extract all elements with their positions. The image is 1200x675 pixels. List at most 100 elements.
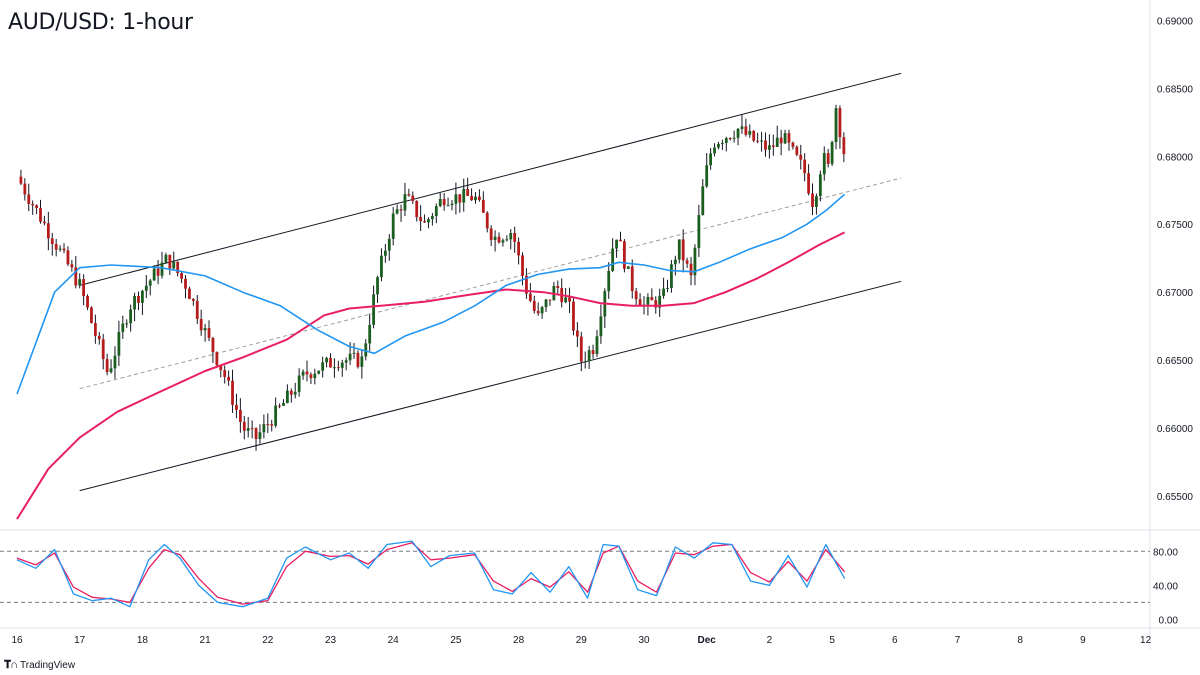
candle — [313, 368, 317, 385]
candle — [188, 286, 191, 300]
candle-body — [395, 209, 399, 214]
price-tick-label: 0.65500 — [1157, 492, 1194, 503]
candle — [513, 226, 517, 253]
candle — [818, 170, 822, 202]
candle-body — [744, 126, 748, 135]
candle-body — [779, 137, 783, 144]
candle-body — [623, 241, 626, 269]
candle — [646, 293, 650, 316]
candle — [368, 313, 372, 351]
candle — [129, 304, 133, 332]
candle-body — [270, 424, 274, 426]
candle-body — [23, 183, 27, 195]
candle-body — [579, 336, 583, 362]
candle-body — [450, 203, 454, 206]
candle — [666, 279, 669, 293]
candle-body — [184, 278, 187, 289]
candle-body — [713, 147, 716, 154]
candle — [779, 129, 783, 156]
candle-body — [78, 279, 82, 286]
candle-body — [438, 198, 442, 207]
candle-body — [50, 238, 54, 245]
candle-body — [626, 266, 630, 269]
candle — [282, 399, 285, 407]
candle-body — [282, 402, 285, 406]
candle — [607, 262, 611, 299]
candle-body — [834, 108, 838, 143]
candle-body — [31, 203, 35, 206]
candle — [532, 295, 536, 314]
candle — [399, 204, 403, 222]
candle — [756, 132, 760, 144]
candle-body — [736, 128, 740, 138]
candle-body — [466, 188, 470, 196]
time-tick-label: 28 — [513, 635, 525, 646]
candle-body — [117, 332, 121, 356]
candle — [685, 257, 689, 268]
candle-body — [599, 316, 603, 337]
candle — [603, 288, 607, 329]
candle-body — [66, 250, 70, 265]
candle-body — [305, 371, 309, 375]
candle — [289, 388, 293, 403]
candle-body — [783, 133, 787, 144]
candle — [274, 397, 278, 428]
candle-body — [583, 361, 587, 363]
candle — [325, 356, 328, 368]
candle-body — [387, 238, 391, 251]
candle-body — [113, 355, 117, 369]
candle — [791, 141, 795, 150]
candle-body — [666, 287, 669, 289]
time-tick-label: 29 — [576, 635, 588, 646]
candle-body — [615, 239, 618, 249]
candle-body — [619, 239, 622, 242]
candle-body — [681, 239, 685, 261]
candle-body — [646, 297, 650, 305]
candle-body — [532, 300, 536, 311]
candle — [501, 238, 505, 247]
candle — [231, 369, 234, 413]
candle-body — [740, 126, 744, 129]
candle-body — [35, 205, 38, 209]
candle-body — [485, 212, 489, 229]
candle — [293, 382, 297, 399]
candle — [795, 145, 799, 157]
osc-tick-label: 0.00 — [1159, 615, 1179, 626]
candle — [579, 331, 583, 372]
candle — [70, 259, 74, 272]
candle-body — [238, 409, 242, 422]
candle-body — [195, 300, 199, 319]
candle — [434, 203, 438, 224]
candle — [615, 239, 618, 258]
candle — [489, 225, 493, 247]
candle — [203, 323, 207, 342]
candle — [305, 360, 309, 382]
time-tick-label: 18 — [137, 635, 149, 646]
candle-body — [481, 199, 485, 213]
candle-body — [458, 194, 462, 203]
candle-body — [223, 370, 227, 377]
candle-body — [258, 432, 262, 439]
candle-body — [768, 145, 771, 150]
candle — [278, 403, 281, 409]
candle-body — [724, 138, 728, 144]
candle — [419, 205, 423, 232]
candle — [462, 178, 466, 212]
candle-body — [517, 241, 520, 256]
candle — [815, 193, 818, 215]
candle — [207, 320, 211, 342]
osc-tick-label: 80.00 — [1153, 547, 1178, 558]
time-tick-label: 23 — [325, 635, 337, 646]
candle — [62, 243, 66, 254]
candle — [321, 356, 325, 378]
candle-body — [364, 343, 368, 357]
candle-body — [446, 205, 450, 207]
candle — [575, 322, 579, 348]
candle — [713, 143, 716, 157]
candle — [583, 351, 587, 369]
candle-body — [764, 140, 767, 150]
candle — [195, 294, 199, 325]
candle-body — [278, 405, 281, 407]
candle-body — [803, 159, 807, 174]
